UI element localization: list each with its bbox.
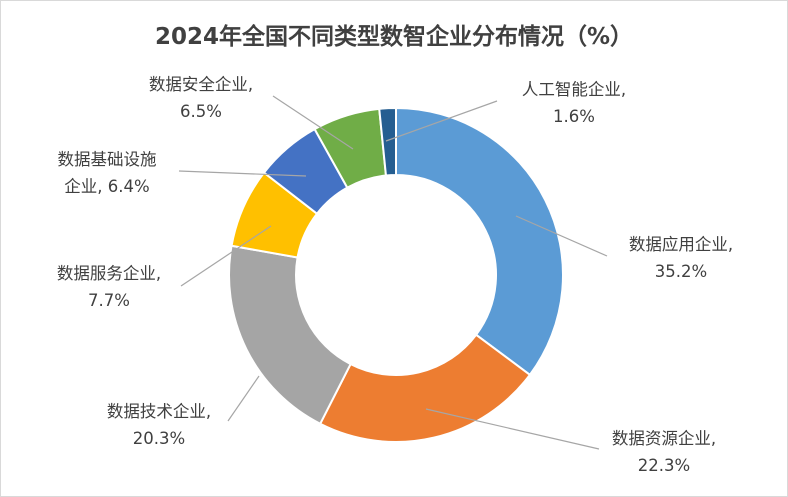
leader-line-0 [515, 215, 608, 257]
data-label-value: 22.3% [637, 456, 691, 475]
data-label: 数据资源企业, 22.3% [612, 425, 716, 479]
data-label: 人工智能企业, 1.6% [522, 76, 626, 130]
data-label-value: 企业, 6.4% [64, 177, 150, 196]
data-label: 数据服务企业, 7.7% [57, 260, 161, 314]
data-label-name: 数据资源企业, [611, 429, 717, 448]
data-label-name: 数据安全企业, [148, 75, 254, 94]
data-label: 数据应用企业, 35.2% [629, 231, 733, 285]
slice-0 [395, 106, 564, 377]
leader-line-6 [385, 100, 498, 142]
slice-1 [318, 333, 532, 443]
leader-line-2 [227, 375, 260, 422]
data-label-name: 数据技术企业, [106, 402, 212, 421]
data-label-value: 1.6% [553, 107, 595, 126]
data-label-name: 数据应用企业, [628, 235, 734, 254]
chart-title: 2024年全国不同类型数智企业分布情况（%） [154, 24, 634, 50]
data-label-name: 数据基础设施 [57, 150, 157, 169]
leader-line-1 [425, 408, 600, 450]
data-label-value: 20.3% [132, 429, 186, 448]
data-label-value: 7.7% [88, 291, 130, 310]
leader-line-3 [180, 225, 272, 287]
leader-line-4 [178, 170, 307, 177]
slice-2 [228, 244, 352, 426]
data-label-name: 数据服务企业, [56, 264, 162, 283]
data-label: 数据安全企业, 6.5% [149, 71, 253, 125]
data-label-value: 6.5% [180, 102, 222, 121]
leader-line-5 [272, 95, 354, 150]
data-label-name: 人工智能企业, [521, 80, 627, 99]
slice-6 [378, 106, 397, 177]
data-label: 数据基础设施 企业, 6.4% [58, 146, 157, 200]
data-label: 数据技术企业, 20.3% [107, 398, 211, 452]
data-label-value: 35.2% [654, 262, 708, 281]
